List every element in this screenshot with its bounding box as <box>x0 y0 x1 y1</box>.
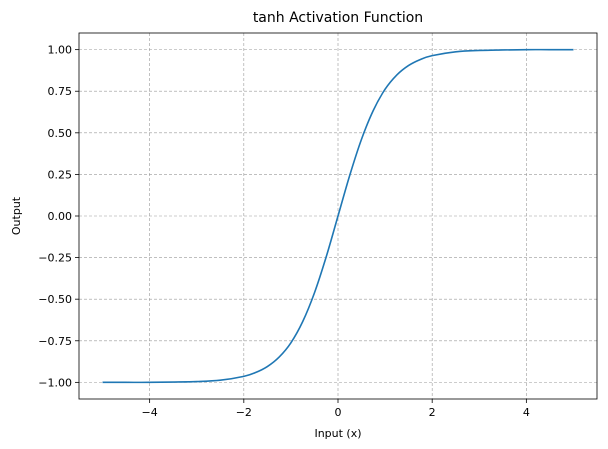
x-tick-label: 4 <box>523 406 530 419</box>
y-tick-label: 1.00 <box>48 44 73 57</box>
y-tick-label: −0.50 <box>38 293 72 306</box>
x-tick-label: 0 <box>335 406 342 419</box>
chart-title: tanh Activation Function <box>253 10 423 26</box>
y-axis-title: Output <box>10 196 23 235</box>
series-layer <box>102 48 574 384</box>
y-tick-label: −1.00 <box>38 376 72 389</box>
y-tick-label: 0.75 <box>48 85 73 98</box>
x-tick-label: 2 <box>429 406 436 419</box>
y-tick-label: 0.50 <box>48 127 73 140</box>
y-tick-label: 0.00 <box>48 210 73 223</box>
series-line <box>102 48 574 384</box>
x-tick-label: −2 <box>236 406 252 419</box>
ticks: −4 −2 0 2 4 −1.00 −0.75 −0.50 −0.25 0.00 0.25 0.50 0… <box>38 44 530 419</box>
y-tick-label: −0.25 <box>38 252 72 265</box>
x-axis-title: Input (x) <box>314 427 361 440</box>
y-tick-label: 0.25 <box>48 168 73 181</box>
y-tick-label: −0.75 <box>38 335 72 348</box>
x-tick-label: −4 <box>142 406 158 419</box>
